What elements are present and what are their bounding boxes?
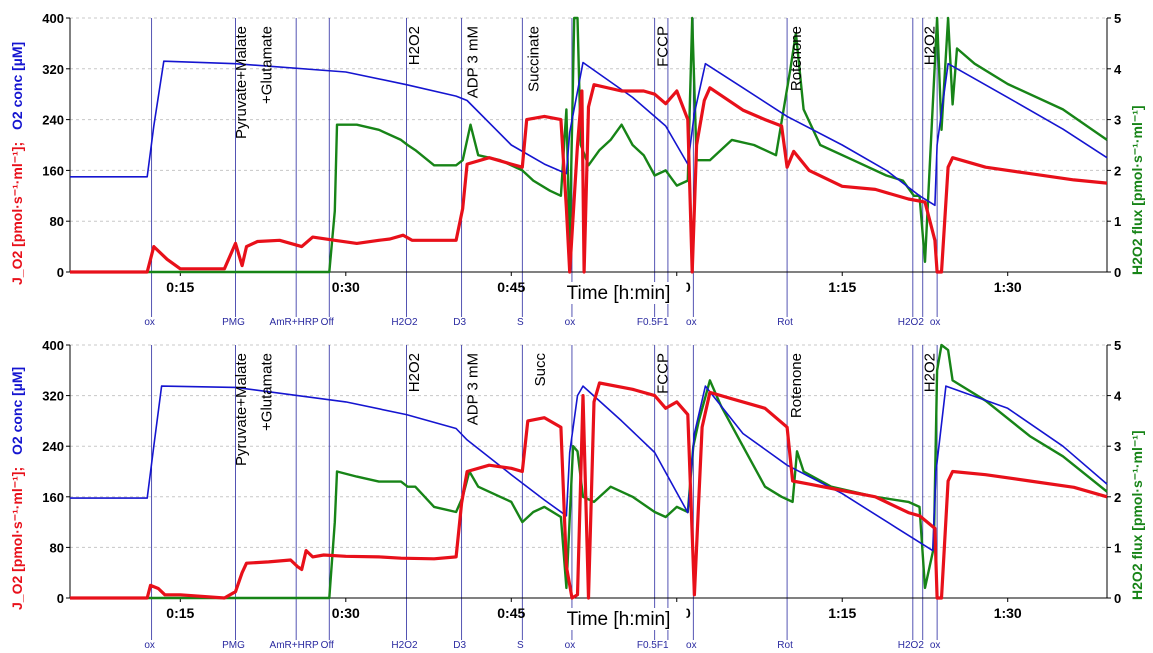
left-tick-label: 160: [42, 490, 64, 505]
left-axis-label-o2-conc: O2 conc [µM]: [9, 42, 25, 130]
event-label: H2O2: [898, 640, 925, 651]
annotation-label: ADP 3 mM: [465, 26, 482, 98]
x-tick-label: 0:30: [332, 279, 360, 295]
right-tick-label: 3: [1114, 113, 1121, 128]
right-tick-label: 2: [1114, 490, 1121, 505]
annotation-label: Succinate: [525, 26, 542, 92]
x-tick-label: 1:15: [828, 279, 856, 295]
annotation-label: FCCP: [654, 26, 671, 67]
annotation-label: Pyruvate+Malate: [233, 353, 250, 466]
x-tick-label: 1:30: [994, 279, 1022, 295]
left-tick-label: 320: [42, 389, 64, 404]
event-label: ox: [686, 640, 697, 651]
event-label: PMG: [222, 317, 245, 328]
right-tick-label: 1: [1114, 540, 1121, 555]
series-h2o2-flux: [70, 16, 1108, 274]
event-label: ox: [930, 317, 941, 328]
annotation-label: H2O2: [406, 26, 423, 65]
left-tick-label: 320: [42, 62, 64, 77]
annotation-label: H2O2: [406, 353, 423, 392]
event-label: H2O2: [391, 317, 418, 328]
event-label: ox: [930, 640, 941, 651]
series-o2-flux: [70, 381, 1108, 600]
left-axis-label-o2-flux: J_O2 [pmol·s⁻¹·ml⁻¹];: [9, 467, 25, 610]
event-label: Rot: [777, 317, 793, 328]
right-tick-label: 0: [1114, 265, 1121, 280]
annotation-label: Succ: [532, 353, 549, 387]
x-axis-label: Time [h:min]: [567, 609, 671, 630]
event-label: Rot: [777, 640, 793, 651]
left-tick-label: 0: [57, 591, 64, 606]
right-tick-label: 5: [1114, 11, 1121, 26]
annotation-label: Pyruvate+Malate: [233, 26, 250, 139]
right-tick-label: 4: [1114, 62, 1122, 77]
event-label: D3: [453, 640, 466, 651]
event-label: AmR+HRP: [270, 640, 320, 651]
x-tick-label: 0:30: [332, 605, 360, 621]
event-label: ox: [565, 317, 576, 328]
event-label: D3: [453, 317, 466, 328]
left-tick-label: 400: [42, 11, 64, 26]
right-axis-label: H2O2 flux [pmol·s⁻¹·ml⁻¹]: [1129, 430, 1145, 600]
x-axis-label-backdrop: [550, 608, 687, 630]
event-label: S: [517, 640, 524, 651]
series-o2-conc: [70, 60, 1108, 207]
series-o2-conc: [70, 385, 1108, 552]
x-axis-label: Time [h:min]: [567, 283, 671, 304]
left-tick-label: 400: [42, 338, 64, 353]
event-label: F0.5F1: [637, 317, 669, 328]
x-tick-label: 0:15: [166, 279, 194, 295]
event-label: F0.5F1: [637, 640, 669, 651]
left-tick-label: 0: [57, 265, 64, 280]
left-tick-label: 240: [42, 439, 64, 454]
x-tick-label: 0:15: [166, 605, 194, 621]
x-axis-label-backdrop: [550, 282, 687, 304]
annotation-label: ADP 3 mM: [465, 353, 482, 425]
event-label: PMG: [222, 640, 245, 651]
x-tick-label: 1:15: [828, 605, 856, 621]
annotation-label: +Glutamate: [258, 26, 275, 104]
event-label: ox: [565, 640, 576, 651]
event-label: ox: [686, 317, 697, 328]
left-tick-label: 80: [50, 540, 64, 555]
x-tick-label: 0:45: [497, 279, 525, 295]
event-label: ox: [144, 640, 155, 651]
annotation-label: +Glutamate: [258, 353, 275, 431]
right-tick-label: 1: [1114, 214, 1121, 229]
annotation-label: Rotenone: [788, 353, 805, 418]
left-axis-label-o2-flux: J_O2 [pmol·s⁻¹·ml⁻¹];: [9, 142, 25, 285]
event-label: Off: [321, 317, 334, 328]
event-label: S: [517, 317, 524, 328]
right-axis-label: H2O2 flux [pmol·s⁻¹·ml⁻¹]: [1129, 105, 1145, 275]
event-label: Off: [321, 640, 334, 651]
annotation-label: Rotenone: [788, 26, 805, 91]
left-tick-label: 240: [42, 113, 64, 128]
left-tick-label: 160: [42, 163, 64, 178]
left-tick-label: 80: [50, 214, 64, 229]
right-tick-label: 4: [1114, 389, 1122, 404]
series-h2o2-flux: [70, 343, 1108, 600]
annotation-label: FCCP: [654, 353, 671, 394]
right-tick-label: 5: [1114, 338, 1121, 353]
event-label: AmR+HRP: [270, 317, 320, 328]
right-tick-label: 0: [1114, 591, 1121, 606]
x-tick-label: 1:30: [994, 605, 1022, 621]
annotation-label: H2O2: [921, 26, 938, 65]
annotation-label: H2O2: [921, 353, 938, 392]
right-tick-label: 2: [1114, 163, 1121, 178]
event-label: H2O2: [391, 640, 418, 651]
left-axis-label-o2-conc: O2 conc [µM]: [9, 367, 25, 455]
right-tick-label: 3: [1114, 439, 1121, 454]
series-o2-flux: [70, 83, 1108, 274]
event-label: H2O2: [898, 317, 925, 328]
x-tick-label: 0:45: [497, 605, 525, 621]
event-label: ox: [144, 317, 155, 328]
